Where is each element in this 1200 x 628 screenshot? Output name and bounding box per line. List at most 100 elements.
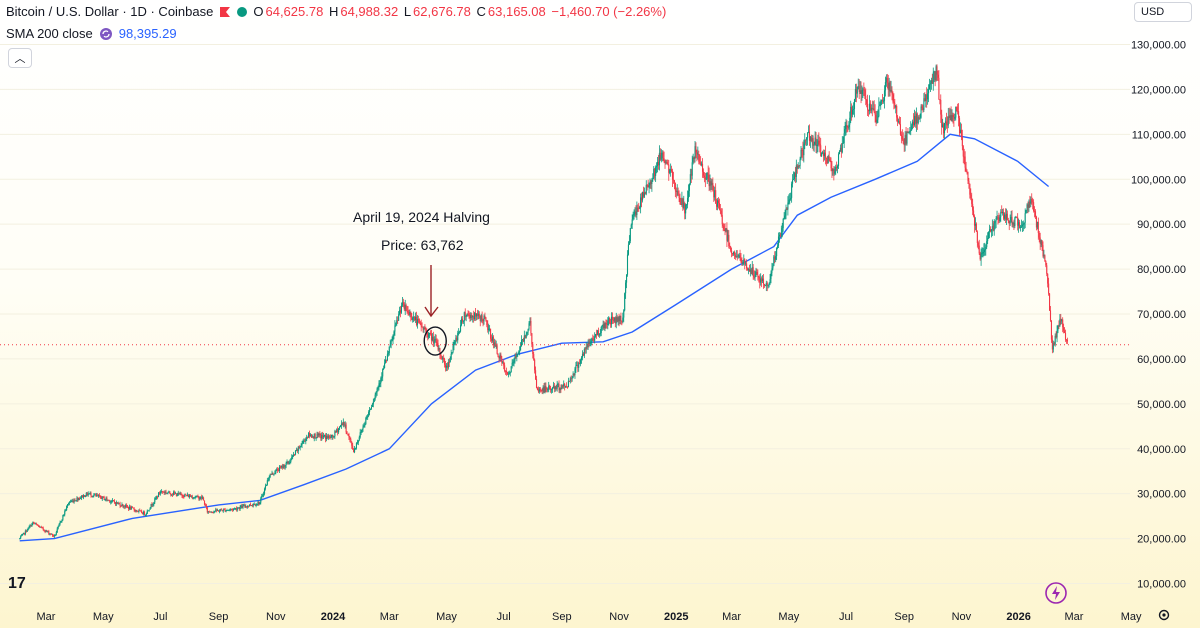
candle-body	[547, 389, 549, 391]
candle-body	[108, 499, 110, 501]
y-tick-label: 60,000.00	[1137, 354, 1186, 366]
candle-body	[973, 210, 975, 217]
candle-body	[620, 315, 622, 322]
candle-body	[514, 356, 516, 362]
candle-body	[922, 107, 924, 111]
candle-body	[722, 224, 724, 227]
candle-body	[113, 501, 116, 503]
collapse-legend-button[interactable]: ︿	[8, 48, 32, 68]
candle-body	[647, 185, 649, 188]
candle-body	[935, 66, 937, 81]
candle-body	[202, 497, 204, 499]
candle-body	[655, 167, 657, 176]
candle-body	[688, 183, 690, 192]
candle-body	[1049, 310, 1052, 321]
candle-body	[519, 350, 521, 353]
candle-body	[151, 504, 153, 506]
candle-body	[101, 496, 103, 500]
candle-body	[967, 172, 969, 181]
candle-body	[177, 492, 179, 496]
indicator-label[interactable]: SMA 200 close	[6, 26, 93, 41]
candle-body	[605, 323, 607, 325]
tradingview-logo-icon[interactable]: 17	[8, 575, 26, 592]
candle-body	[644, 192, 646, 194]
candle-body	[238, 507, 240, 509]
candle-body	[375, 392, 377, 395]
candle-body	[799, 158, 801, 167]
candle-body	[611, 316, 614, 320]
candle-body	[663, 158, 665, 161]
candle-body	[991, 226, 993, 230]
candle-body	[185, 494, 187, 496]
candle-body	[641, 197, 643, 201]
candle-body	[993, 223, 995, 231]
candle-body	[642, 192, 644, 197]
candle-body	[352, 445, 354, 450]
candle-body	[653, 168, 655, 178]
candle-body	[437, 343, 439, 350]
candle-body	[621, 321, 623, 322]
candle-body	[358, 437, 360, 441]
candle-body	[399, 310, 402, 313]
candle-body	[829, 159, 831, 161]
candle-body	[245, 506, 247, 508]
candle-body	[244, 505, 246, 507]
symbol-title[interactable]: Bitcoin / U.S. Dollar · 1D · Coinbase	[6, 4, 214, 19]
candle-body	[333, 436, 335, 438]
candle-body	[334, 431, 336, 437]
candle-body	[36, 523, 38, 525]
candle-body	[165, 491, 167, 494]
candle-body	[363, 425, 365, 427]
currency-select[interactable]: USD	[1134, 2, 1192, 22]
flag-icon[interactable]	[219, 6, 231, 18]
candle-body	[267, 479, 269, 481]
candle-body	[216, 509, 218, 511]
candle-body	[1026, 204, 1028, 211]
candle-body	[278, 470, 280, 472]
candle-body	[445, 365, 448, 368]
candle-body	[293, 454, 295, 456]
candle-body	[279, 466, 282, 468]
candle-body	[241, 505, 243, 508]
candle-body	[954, 117, 956, 119]
candle-body	[277, 469, 279, 471]
candle-body	[438, 348, 440, 350]
candle-body	[256, 504, 258, 506]
candle-body	[1062, 319, 1064, 328]
candle-body	[800, 149, 802, 159]
candle-body	[994, 221, 996, 224]
y-tick-label: 50,000.00	[1137, 399, 1186, 411]
candle-body	[370, 406, 373, 409]
candle-body	[55, 532, 57, 535]
candle-body	[498, 356, 500, 359]
candle-body	[541, 390, 543, 391]
candle-body	[1045, 260, 1047, 266]
candle-body	[181, 494, 183, 496]
candle-body	[760, 278, 762, 283]
candle-body	[762, 278, 764, 282]
candle-body	[896, 105, 898, 118]
candle-body	[373, 398, 375, 402]
candle-body	[837, 154, 840, 166]
candle-body	[517, 353, 519, 355]
candle-body	[414, 316, 416, 320]
candle-body	[90, 493, 92, 496]
candle-body	[422, 327, 424, 330]
candle-body	[67, 504, 69, 507]
candle-body	[933, 71, 935, 73]
candle-body	[384, 359, 387, 364]
candle-body	[288, 462, 290, 464]
candle-body	[461, 318, 463, 322]
candle-body	[598, 334, 600, 336]
candle-body	[315, 437, 317, 439]
candle-body	[435, 338, 437, 342]
candle-body	[755, 272, 757, 277]
assistant-icon[interactable]	[1044, 581, 1068, 605]
candle-body	[999, 216, 1001, 221]
candle-body	[268, 476, 270, 480]
candle-body	[362, 426, 364, 430]
candle-body	[440, 354, 442, 356]
candle-body	[908, 131, 910, 133]
settings-gear-icon[interactable]	[1157, 608, 1171, 622]
